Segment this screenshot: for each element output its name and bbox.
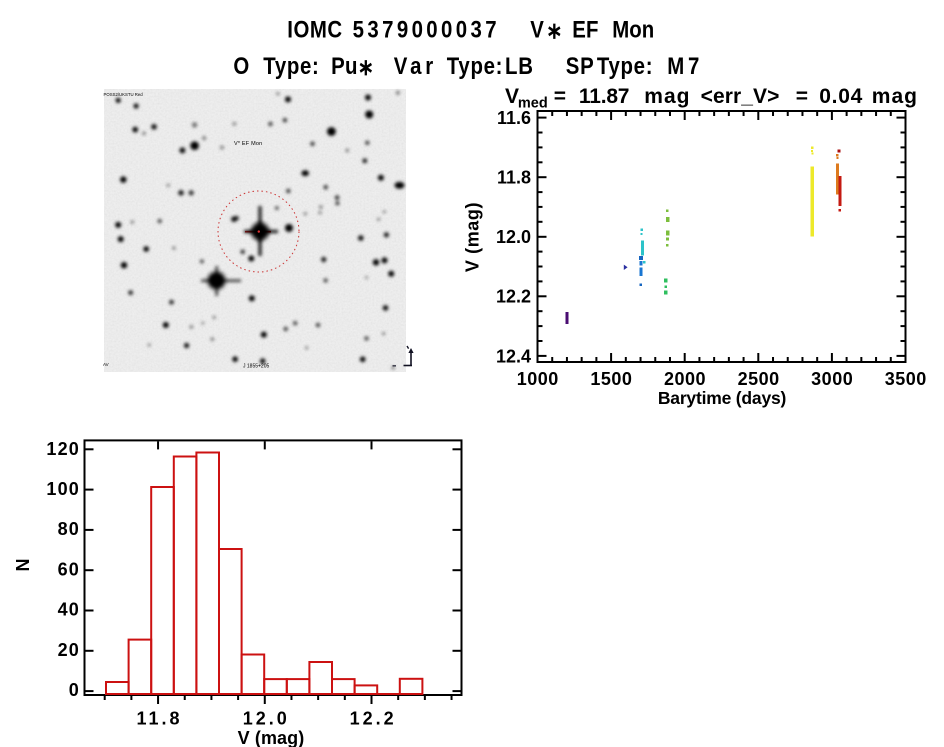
svg-text:3500: 3500	[885, 369, 927, 389]
svg-text:12.2: 12.2	[496, 287, 531, 307]
svg-text:11.87: 11.87	[579, 85, 629, 108]
svg-text:12.0: 12.0	[243, 709, 290, 729]
svg-text:V* EF Mon: V* EF Mon	[234, 141, 262, 147]
svg-text:AV: AV	[103, 362, 109, 367]
svg-text:80: 80	[58, 519, 80, 539]
svg-text:Barytime (days): Barytime (days)	[658, 388, 786, 408]
svg-text:0: 0	[69, 680, 80, 700]
svg-text:1500: 1500	[590, 369, 632, 389]
svg-text:100: 100	[46, 479, 80, 499]
svg-text:V (mag): V (mag)	[463, 202, 483, 272]
svg-text:<err_V>: <err_V>	[701, 85, 780, 108]
svg-text:Type:: Type:	[447, 52, 503, 79]
svg-text:mag: mag	[644, 85, 690, 108]
svg-text:mag: mag	[872, 85, 918, 108]
svg-text:M7: M7	[667, 52, 703, 79]
svg-text:SP: SP	[566, 52, 595, 79]
svg-text:40: 40	[58, 600, 80, 620]
svg-text:12.0: 12.0	[496, 227, 531, 247]
svg-text:2500: 2500	[738, 369, 780, 389]
svg-text:3000: 3000	[811, 369, 853, 389]
svg-text:11.6: 11.6	[497, 108, 531, 128]
svg-text:=: =	[554, 85, 566, 108]
svg-text:20: 20	[58, 640, 80, 660]
svg-text:12.2: 12.2	[350, 709, 397, 729]
svg-text:Mon: Mon	[612, 16, 654, 43]
svg-text:N: N	[13, 559, 33, 572]
svg-text:60: 60	[58, 559, 80, 579]
svg-text:120: 120	[46, 439, 80, 459]
svg-text:LB: LB	[505, 52, 534, 79]
svg-text:EF: EF	[572, 16, 598, 43]
svg-text:5379000037: 5379000037	[353, 16, 500, 43]
svg-text:0.04: 0.04	[819, 85, 863, 108]
svg-text:POSS2/UKSTU Red: POSS2/UKSTU Red	[104, 92, 144, 97]
svg-text:11.8: 11.8	[136, 709, 182, 729]
svg-text:Var: Var	[394, 52, 437, 79]
svg-text:Type:: Type:	[597, 52, 653, 79]
svg-text:V∗: V∗	[530, 16, 562, 44]
svg-text:J 1855+205: J 1855+205	[243, 364, 269, 370]
svg-text:O: O	[233, 52, 249, 79]
svg-text:2000: 2000	[664, 369, 706, 389]
svg-text:Pu∗: Pu∗	[331, 52, 374, 80]
svg-text:V (mag): V (mag)	[238, 728, 305, 747]
svg-text:=: =	[796, 85, 808, 108]
svg-text:Type:: Type:	[263, 52, 319, 79]
svg-text:IOMC: IOMC	[287, 16, 342, 43]
svg-text:1000: 1000	[517, 369, 559, 389]
svg-text:V: V	[505, 85, 519, 108]
svg-text:11.8: 11.8	[497, 168, 531, 188]
svg-text:12.4: 12.4	[496, 346, 531, 366]
svg-text:med: med	[518, 96, 548, 112]
